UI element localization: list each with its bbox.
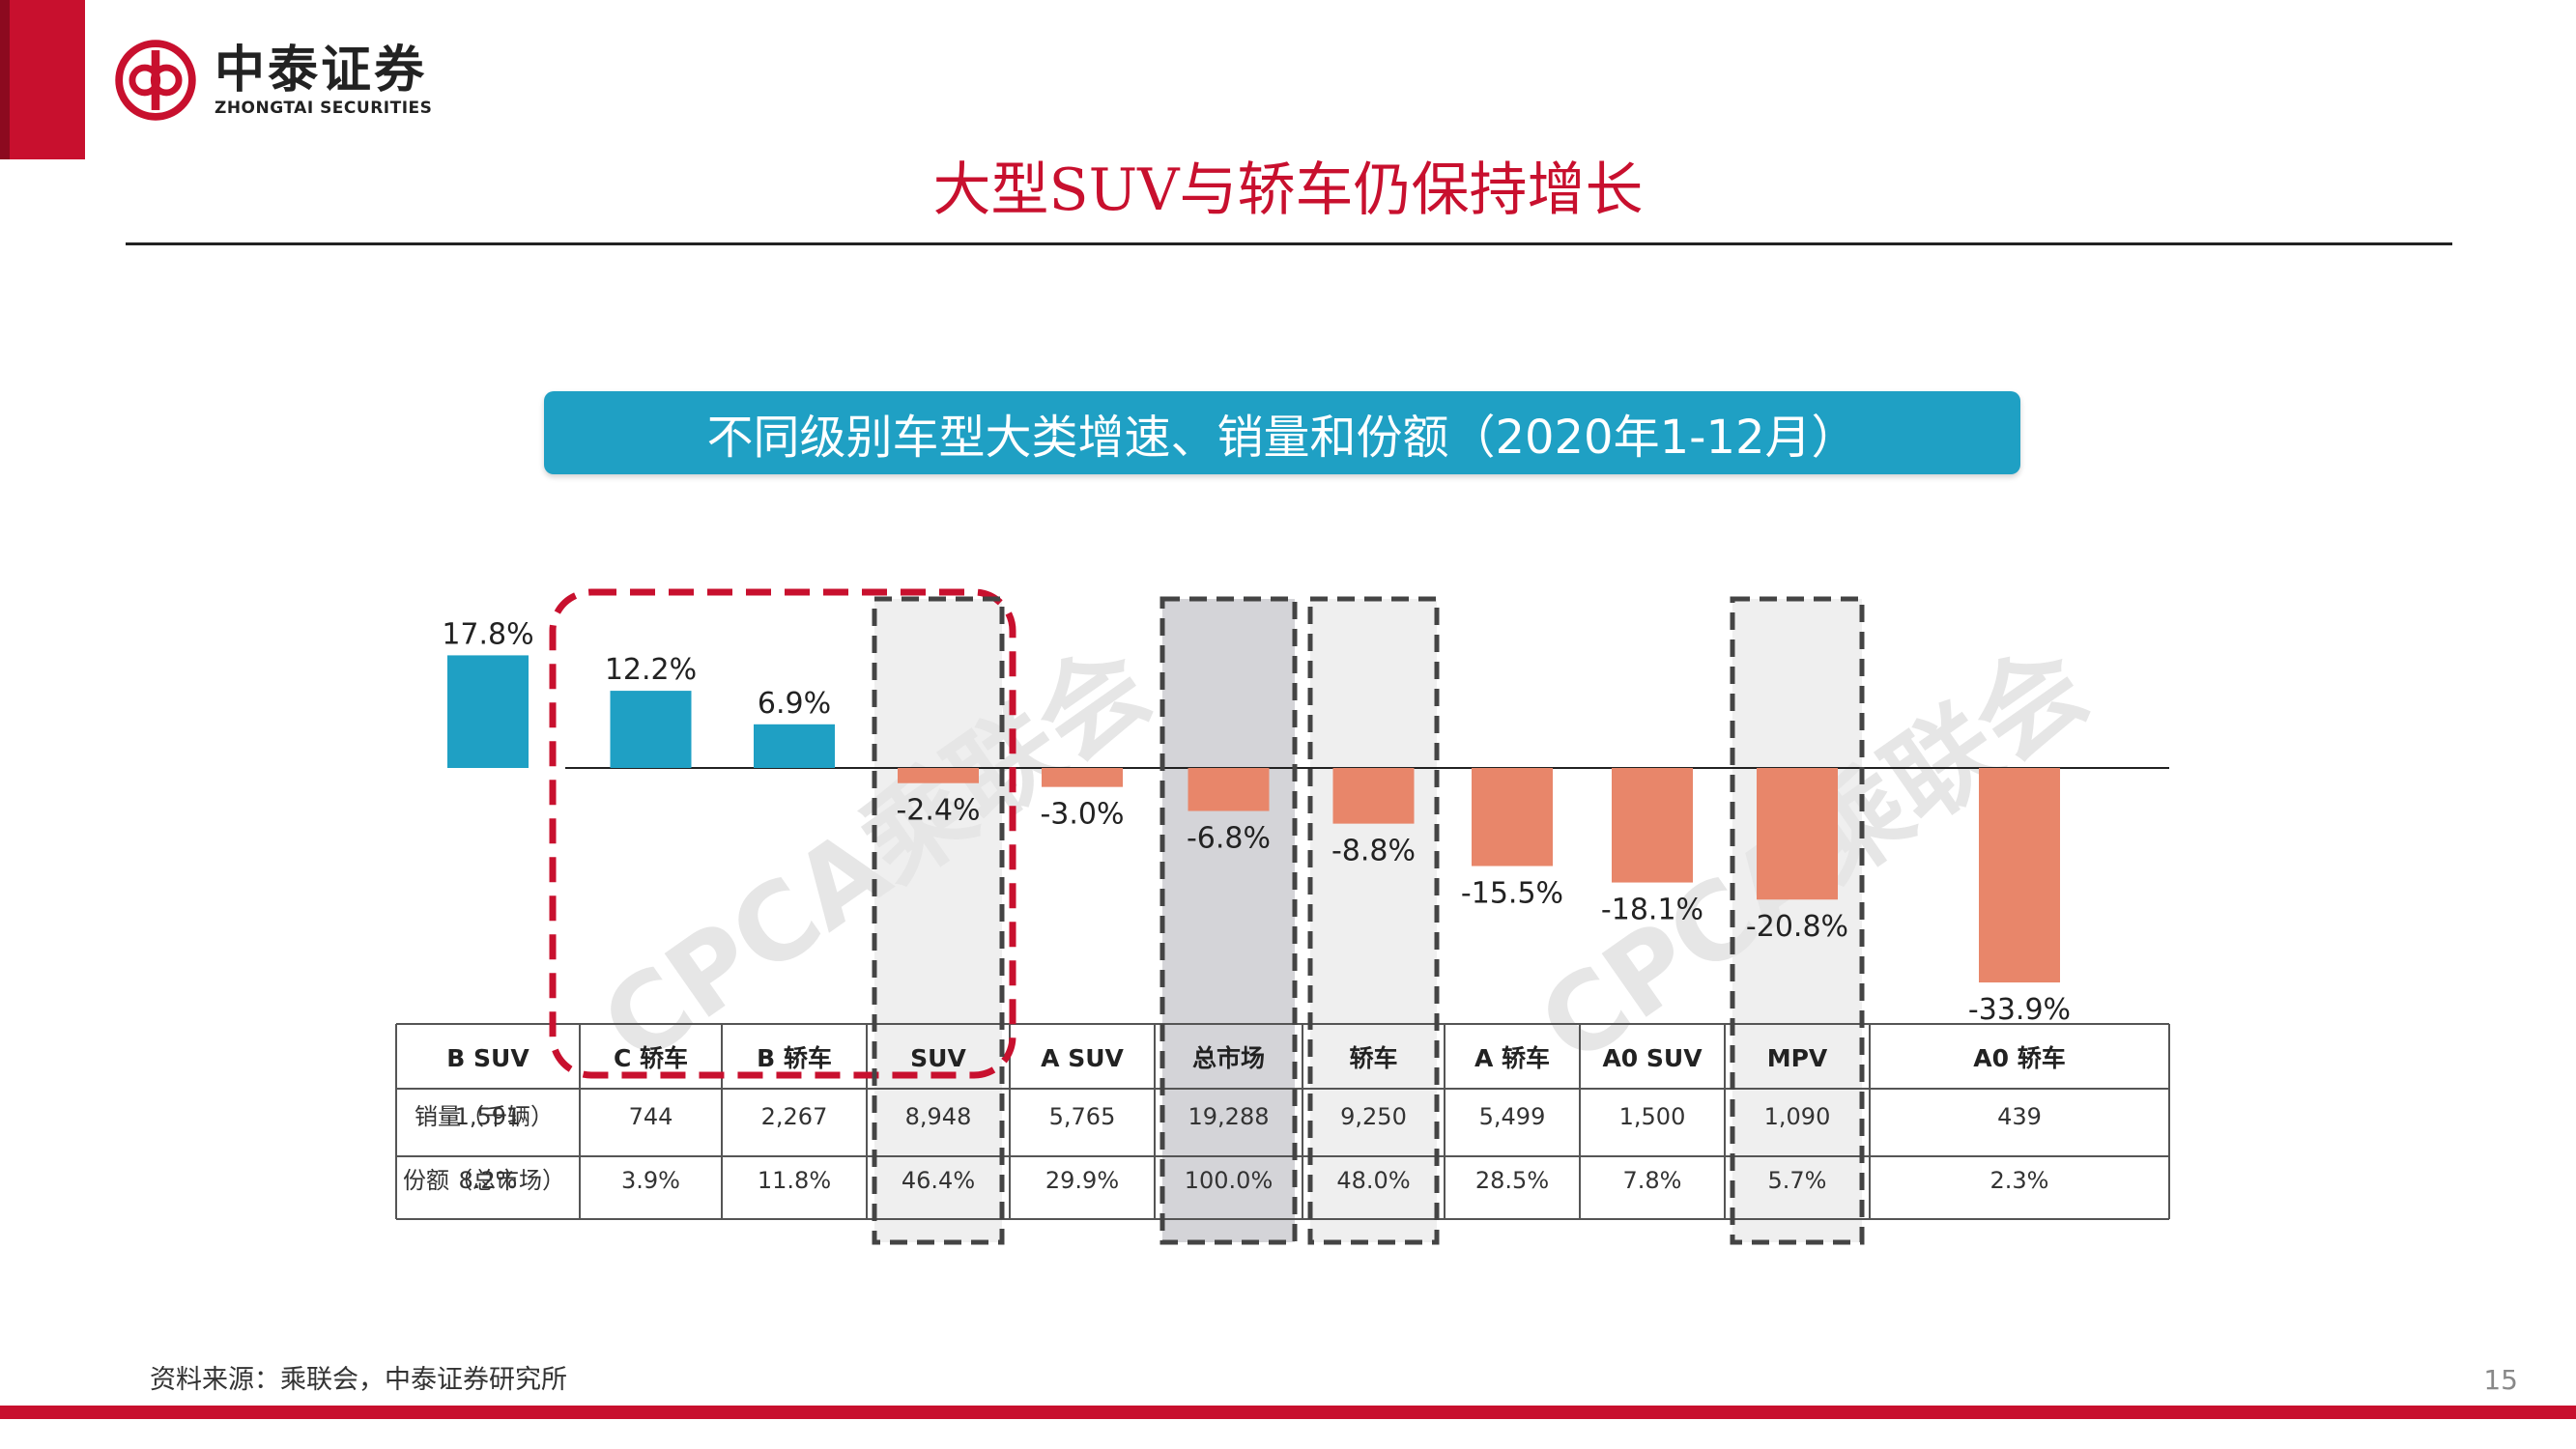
category-label: 轿车 xyxy=(1349,1044,1397,1072)
data-label: -8.8% xyxy=(1331,835,1416,868)
source-note: 资料来源：乘联会，中泰证券研究所 xyxy=(150,1365,567,1395)
data-label: -33.9% xyxy=(1968,993,2071,1027)
category-label: SUV xyxy=(910,1044,966,1072)
table-cell: 3.9% xyxy=(621,1167,680,1194)
table-cell: 1,500 xyxy=(1619,1103,1686,1130)
data-label: 12.2% xyxy=(605,653,697,687)
column-highlight-box xyxy=(1730,596,1865,1245)
table-cell: 5,765 xyxy=(1049,1103,1116,1130)
page-number: 15 xyxy=(2483,1364,2518,1396)
table-cell: 2,267 xyxy=(761,1103,828,1130)
data-label: -2.4% xyxy=(896,794,980,828)
highlight-column-bg xyxy=(1732,599,1862,1242)
table-cell: 1,090 xyxy=(1764,1103,1831,1130)
bar-轿车 xyxy=(1332,768,1415,824)
table-row-label: 销量（千辆） xyxy=(415,1103,554,1130)
table-cell: 439 xyxy=(1997,1103,2042,1130)
data-label: -18.1% xyxy=(1601,894,1703,927)
table-cell: 19,288 xyxy=(1188,1103,1270,1130)
category-label: A 轿车 xyxy=(1474,1044,1550,1072)
column-highlight-box xyxy=(872,596,1005,1245)
bar-B 轿车 xyxy=(754,724,835,768)
corner-accent-bar xyxy=(0,0,85,159)
table-cell: 5.7% xyxy=(1768,1167,1827,1194)
logo-english-name: ZHONGTAI SECURITIES xyxy=(215,99,433,118)
column-highlight-box xyxy=(1159,596,1298,1245)
data-label: -6.8% xyxy=(1187,822,1271,856)
category-label: B 轿车 xyxy=(757,1044,832,1072)
table-cell: 48.0% xyxy=(1336,1167,1410,1194)
category-label: 总市场 xyxy=(1192,1044,1265,1072)
chart-title-banner: 不同级别车型大类增速、销量和份额（2020年1-12月） xyxy=(544,391,2020,474)
table-cell: 8,948 xyxy=(905,1103,972,1130)
category-label: MPV xyxy=(1767,1044,1828,1072)
bar-A0 SUV xyxy=(1612,768,1693,883)
growth-highlight-box xyxy=(549,588,1016,1079)
category-label: B SUV xyxy=(446,1044,530,1072)
table-cell: 46.4% xyxy=(902,1167,975,1194)
category-label: C 轿车 xyxy=(614,1044,688,1072)
highlight-column-bg xyxy=(1162,599,1295,1242)
table-row-label: 份额（总市场） xyxy=(403,1167,565,1194)
logo-chinese-name: 中泰证券 xyxy=(215,42,428,99)
data-label: 6.9% xyxy=(758,687,831,721)
bar-B SUV xyxy=(447,655,529,768)
table-cell: 100.0% xyxy=(1185,1167,1274,1194)
bar-SUV xyxy=(898,768,979,783)
zhongtai-logo-icon xyxy=(115,40,196,121)
bar-总市场 xyxy=(1188,768,1270,811)
chart-title: 不同级别车型大类增速、销量和份额（2020年1-12月） xyxy=(706,411,1858,465)
category-label: A0 轿车 xyxy=(1973,1044,2065,1072)
category-label: A SUV xyxy=(1041,1044,1124,1072)
table-cell: 11.8% xyxy=(758,1167,831,1194)
bar-C 轿车 xyxy=(610,691,692,768)
zhongtai-logo: 中泰证券 ZHONGTAI SECURITIES xyxy=(114,37,432,124)
table-cell: 29.9% xyxy=(1045,1167,1119,1194)
data-label: -15.5% xyxy=(1461,877,1563,911)
segment-growth-chart: CPCA乘联会CPCA乘联会17.8%12.2%6.9%-2.4%-3.0%-6… xyxy=(395,588,2170,1245)
page-title: 大型SUV与轿车仍保持增长 xyxy=(932,156,1644,224)
bar-A SUV xyxy=(1042,768,1123,787)
table-cell: 5,499 xyxy=(1479,1103,1546,1130)
bar-MPV xyxy=(1757,768,1838,900)
category-label: A0 SUV xyxy=(1602,1044,1703,1072)
highlight-column-bg xyxy=(1310,599,1437,1242)
table-cell: 28.5% xyxy=(1475,1167,1549,1194)
bar-A 轿车 xyxy=(1472,768,1553,867)
table-cell: 7.8% xyxy=(1623,1167,1682,1194)
bottom-accent-bar xyxy=(0,1406,2576,1419)
table-cell: 8.2% xyxy=(459,1167,518,1194)
data-label: 17.8% xyxy=(442,617,533,651)
highlight-column-bg xyxy=(874,599,1002,1242)
data-label: -3.0% xyxy=(1040,798,1124,832)
table-cell: 1,591 xyxy=(455,1103,522,1130)
table-cell: 9,250 xyxy=(1340,1103,1407,1130)
data-label: -20.8% xyxy=(1746,910,1848,944)
table-cell: 744 xyxy=(629,1103,673,1130)
table-cell: 2.3% xyxy=(1990,1167,2049,1194)
bar-A0 轿车 xyxy=(1979,768,2060,983)
title-divider xyxy=(126,242,2452,245)
column-highlight-box xyxy=(1307,596,1440,1245)
